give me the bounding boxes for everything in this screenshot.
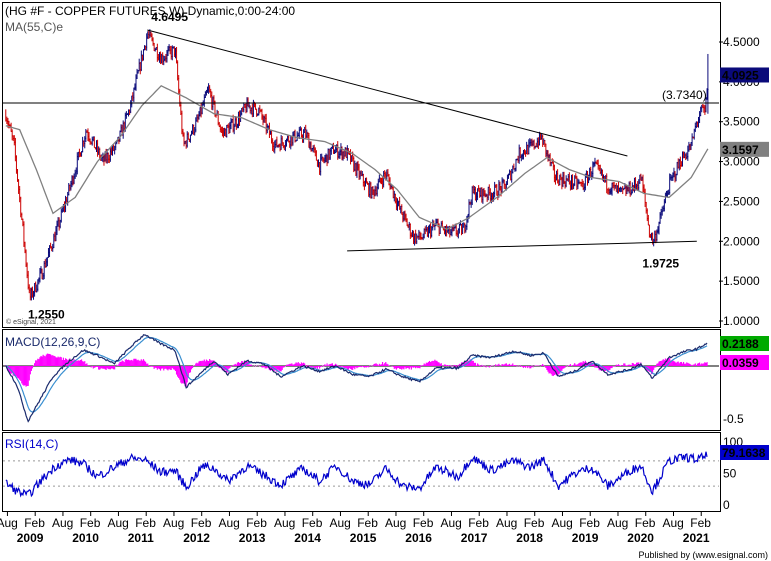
macd-signal-line	[5, 336, 708, 413]
time-axis-month-label: Feb	[246, 516, 267, 530]
rsi-series-layer	[3, 451, 719, 498]
time-axis-month-label: Feb	[80, 516, 101, 530]
ma-last-box	[720, 141, 769, 157]
last-price-label: 4.0925	[722, 68, 759, 82]
time-axis-month-label: Aug	[329, 516, 350, 530]
time-axis-month-label: Aug	[385, 516, 406, 530]
time-axis-year-label: 2014	[294, 531, 321, 545]
rsi-pane	[2, 432, 721, 512]
macd-last-box	[720, 336, 769, 351]
time-axis-year-label: 2009	[17, 531, 44, 545]
price-annotation: 4.6495	[151, 10, 188, 24]
macd-legend: MACD(12,26,9,C)	[5, 335, 100, 349]
price-axis-label: 1.5000	[723, 274, 760, 288]
rsi-last-box	[720, 445, 769, 460]
time-axis-month-label: Aug	[52, 516, 73, 530]
price-series-layer	[5, 29, 709, 301]
time-axis-year-label: 2015	[350, 531, 377, 545]
price-pane	[2, 2, 721, 328]
time-axis-year-label: 2010	[72, 531, 99, 545]
time-axis-year-label: 2019	[572, 531, 599, 545]
time-axis-month-label: Aug	[496, 516, 517, 530]
time-axis-month-label: Aug	[163, 516, 184, 530]
time-axis-year-label: 2018	[516, 531, 543, 545]
time-axis-year-label: 2013	[239, 531, 266, 545]
price-annotation: 1.2550	[28, 308, 65, 322]
time-axis-month-label: Feb	[635, 516, 656, 530]
macd-axis-label: -0.5	[723, 412, 744, 426]
macd-line	[5, 334, 708, 423]
price-axis-label: 1.0000	[723, 314, 760, 328]
macd-pane	[2, 329, 721, 431]
time-axis-month-label: Feb	[468, 516, 489, 530]
time-axis-month-label: Feb	[357, 516, 378, 530]
time-axis-month-label: Feb	[191, 516, 212, 530]
time-axis-year-label: 2016	[405, 531, 432, 545]
time-axis-year-label: 2020	[627, 531, 654, 545]
rsi-axis-label: 0	[723, 498, 730, 512]
time-axis-month-label: Feb	[690, 516, 711, 530]
last-price-box	[720, 67, 769, 83]
price-axis-label: 3.0000	[723, 155, 760, 169]
value-label-layer: 4.6495 1.2550 1.9725 (3.7340) 4.0925 3.1597 0.…	[28, 10, 769, 460]
time-axis-month-label: Aug	[551, 516, 572, 530]
overlay-lines-layer	[3, 29, 719, 252]
chart-title: (HG #F - COPPER FUTURES,W) Dynamic,0:00-…	[5, 4, 295, 18]
time-axis-year-label: 2012	[183, 531, 210, 545]
time-axis-month-label: Feb	[524, 516, 545, 530]
histogram-last-box	[720, 355, 769, 370]
time-axis-month-label: Feb	[579, 516, 600, 530]
rsi-last-label: 79.1638	[722, 446, 766, 460]
rsi-legend: RSI(14,C)	[5, 437, 58, 451]
time-axis-month-label: Aug	[218, 516, 239, 530]
price-axis-label: 2.0000	[723, 234, 760, 248]
axis-layer: 4.50004.00003.50003.00002.50002.00001.50…	[0, 35, 760, 545]
rsi-line	[5, 451, 708, 498]
price-axis-label: 3.5000	[723, 115, 760, 129]
rsi-axis-label: 50	[723, 467, 737, 481]
moving-average-legend: MA(55,C)e	[5, 20, 63, 34]
price-axis-label: 4.5000	[723, 35, 760, 49]
time-axis-month-label: Feb	[135, 516, 156, 530]
price-annotation: 1.9725	[642, 256, 679, 270]
histogram-last-label: 0.0359	[722, 356, 759, 370]
trendline-descending	[147, 29, 628, 157]
time-axis-month-label: Feb	[24, 516, 45, 530]
time-axis-year-label: 2021	[683, 531, 710, 545]
trendline-support	[347, 240, 697, 252]
time-axis-month-label: Aug	[662, 516, 683, 530]
time-axis-year-label: 2011	[128, 531, 154, 545]
time-axis-month-label: Feb	[302, 516, 323, 530]
watermark: © eSignal, 2021	[6, 318, 56, 326]
time-axis-month-label: Aug	[274, 516, 295, 530]
time-axis-month-label: Aug	[607, 516, 628, 530]
footer-credit: Published by (www.esignal.com)	[638, 550, 768, 560]
price-axis-label: 2.5000	[723, 194, 760, 208]
macd-last-label: 0.2188	[722, 337, 759, 351]
ma-last-label: 3.1597	[722, 143, 759, 157]
moving-average-line	[5, 85, 709, 231]
time-axis-year-label: 2017	[461, 531, 488, 545]
time-axis-month-label: Aug	[440, 516, 461, 530]
horizontal-level-label: (3.7340)	[662, 88, 707, 102]
time-axis-month-label: Feb	[413, 516, 434, 530]
time-axis-month-label: Aug	[0, 516, 18, 530]
macd-series-layer	[3, 334, 719, 423]
time-axis-month-label: Aug	[107, 516, 128, 530]
